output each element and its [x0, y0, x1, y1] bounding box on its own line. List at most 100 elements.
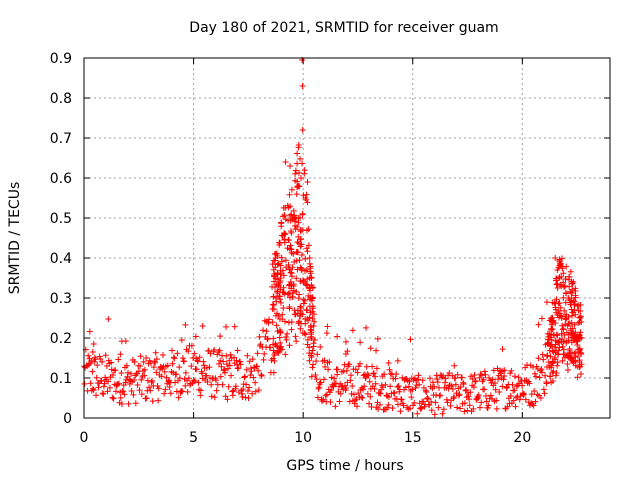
data-point	[190, 355, 197, 362]
data-point	[120, 388, 127, 395]
data-point	[252, 388, 259, 395]
data-point	[239, 393, 246, 400]
data-point	[241, 374, 248, 381]
data-point	[122, 379, 129, 386]
data-point	[310, 343, 317, 350]
data-point	[178, 337, 185, 344]
data-point	[280, 304, 287, 311]
data-point	[232, 383, 239, 390]
data-point	[91, 358, 98, 365]
data-point	[519, 382, 526, 389]
data-point	[326, 358, 333, 365]
data-point	[511, 387, 518, 394]
data-point	[431, 411, 438, 418]
data-point	[554, 359, 561, 366]
data-point	[276, 242, 283, 248]
data-point	[508, 367, 515, 374]
data-point	[152, 359, 159, 366]
data-point	[446, 369, 453, 376]
data-point	[392, 375, 399, 382]
data-point	[197, 387, 204, 394]
data-point	[554, 362, 561, 369]
data-point	[292, 167, 299, 174]
data-point	[200, 362, 207, 369]
data-point	[336, 398, 343, 405]
data-point	[235, 365, 242, 372]
data-point	[255, 367, 262, 374]
y-tick-label: 0.4	[50, 251, 72, 267]
data-point	[295, 144, 302, 151]
data-point	[199, 323, 206, 330]
data-point	[307, 326, 314, 333]
data-point	[219, 381, 226, 388]
data-point	[536, 374, 543, 381]
axis-ticks	[83, 57, 610, 419]
data-point	[304, 248, 311, 255]
data-point	[476, 404, 483, 411]
data-point	[288, 273, 295, 280]
data-point	[426, 375, 433, 382]
data-point	[511, 373, 518, 380]
data-point	[325, 366, 332, 373]
data-point	[570, 359, 577, 366]
data-point	[301, 297, 308, 304]
data-point	[291, 258, 298, 265]
data-point	[285, 319, 292, 326]
data-point	[562, 299, 569, 306]
data-point	[393, 370, 400, 377]
data-point	[153, 356, 160, 363]
data-point	[227, 351, 234, 358]
data-point	[270, 293, 277, 300]
x-tick-label: 0	[80, 430, 89, 446]
data-point	[125, 400, 132, 407]
data-point	[294, 184, 301, 191]
data-point	[313, 376, 320, 383]
data-point	[323, 330, 330, 337]
data-point	[276, 293, 283, 300]
data-point	[331, 375, 338, 382]
data-point	[185, 348, 192, 355]
data-point	[578, 319, 585, 326]
data-point	[374, 335, 381, 342]
data-point	[138, 376, 145, 383]
data-point	[472, 378, 479, 385]
data-point	[320, 396, 327, 403]
data-point	[106, 384, 113, 391]
data-point	[217, 373, 224, 380]
data-point	[564, 361, 571, 368]
data-point	[485, 402, 492, 409]
data-point	[549, 299, 556, 306]
data-point	[200, 358, 207, 365]
data-point	[400, 402, 407, 409]
data-point	[568, 280, 575, 287]
data-point	[315, 385, 322, 392]
data-point	[480, 376, 487, 383]
data-point	[343, 385, 350, 392]
data-point	[277, 345, 284, 352]
data-point	[365, 372, 372, 379]
data-point	[168, 347, 175, 354]
data-point	[566, 352, 573, 359]
data-point	[217, 333, 224, 340]
data-point	[244, 388, 251, 395]
data-point	[475, 392, 482, 399]
data-point	[442, 375, 449, 382]
data-point	[286, 245, 293, 252]
data-point	[316, 384, 323, 391]
data-point	[258, 371, 265, 378]
data-point	[463, 386, 470, 393]
data-point	[274, 288, 281, 295]
data-point	[397, 408, 404, 415]
data-point	[531, 387, 538, 394]
data-point	[182, 369, 189, 376]
data-point	[234, 347, 241, 354]
data-point	[577, 315, 584, 322]
data-point	[155, 385, 162, 392]
data-point	[299, 160, 306, 167]
data-point	[299, 311, 306, 318]
data-point	[277, 329, 284, 336]
data-point	[395, 382, 402, 389]
data-point	[269, 319, 276, 326]
data-point	[348, 372, 354, 379]
data-point	[437, 392, 444, 399]
